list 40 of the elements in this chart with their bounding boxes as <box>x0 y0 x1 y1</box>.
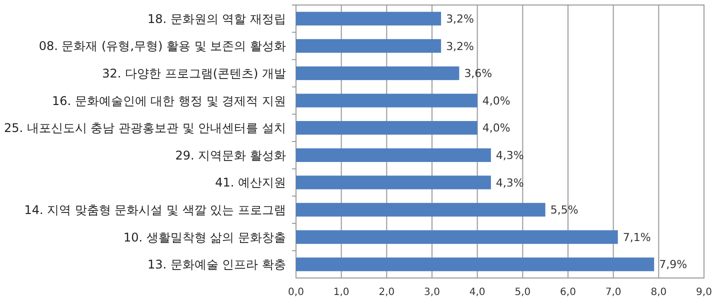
data-label: 7,1% <box>622 230 651 244</box>
x-tick-label: 9,0 <box>696 287 712 298</box>
y-tick-label: 13. 문화예술 인프라 확충 <box>147 258 286 272</box>
bar <box>296 176 491 190</box>
x-tick-label: 1,0 <box>333 287 350 298</box>
y-tick-label: 18. 문화원의 역할 재정립 <box>147 12 286 26</box>
y-tick-label: 25. 내포신도시 충남 관광홍보관 및 안내센터를 설치 <box>4 121 286 136</box>
y-tick-label: 41. 예산지원 <box>215 176 286 190</box>
x-tick-label: 0,0 <box>288 287 304 298</box>
bar <box>296 230 618 244</box>
bar <box>296 148 491 162</box>
data-label: 4,0% <box>482 94 510 108</box>
bar <box>296 39 442 53</box>
data-label: 4,3% <box>496 176 524 190</box>
x-tick-label: 6,0 <box>560 287 576 298</box>
x-tick-label: 4,0 <box>469 287 486 298</box>
data-label: 4,3% <box>496 149 524 162</box>
bar <box>296 12 442 26</box>
bar <box>296 121 478 135</box>
data-label: 5,5% <box>550 204 578 217</box>
y-tick-label: 10. 생활밀착형 삶의 문화창출 <box>123 230 286 244</box>
bar <box>296 66 460 80</box>
y-tick-label: 32. 다양한 프로그램(콘텐츠) 개발 <box>102 66 286 80</box>
y-tick-label: 16. 문화예술인에 대한 행정 및 경제적 지원 <box>52 94 286 108</box>
bar <box>296 258 654 272</box>
data-label: 3,2% <box>446 40 474 53</box>
bar <box>296 202 546 217</box>
y-tick-label: 29. 지역문화 활성화 <box>175 148 286 162</box>
data-label: 3,2% <box>446 12 474 26</box>
x-tick-label: 5,0 <box>514 287 531 298</box>
x-tick-label: 2,0 <box>378 287 395 298</box>
y-tick-label: 08. 문화재 (유형,무형) 활용 및 보존의 활성화 <box>38 39 286 54</box>
bar <box>296 94 478 108</box>
x-tick-label: 3,0 <box>424 287 440 298</box>
x-tick-label: 7,0 <box>605 287 622 298</box>
data-label: 7,9% <box>659 258 688 272</box>
data-label: 4,0% <box>482 122 510 135</box>
y-tick-label: 14. 지역 맞춤형 문화시설 및 색깔 있는 프로그램 <box>24 202 286 217</box>
data-label: 3,6% <box>464 67 492 80</box>
x-tick-label: 8,0 <box>650 287 667 298</box>
